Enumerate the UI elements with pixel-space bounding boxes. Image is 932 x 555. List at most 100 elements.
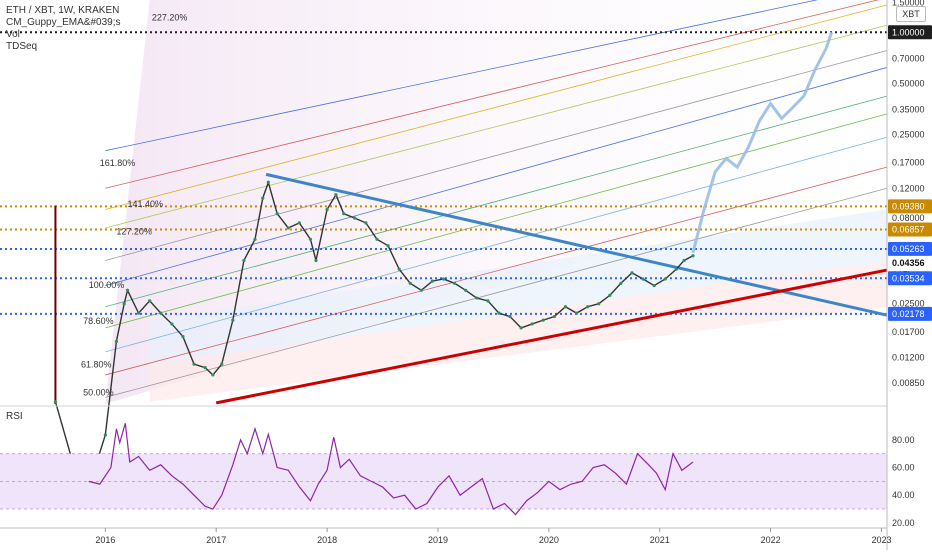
fan-line	[105, 24, 888, 229]
indicator-vol[interactable]: Vol	[6, 29, 20, 40]
price-point	[486, 299, 490, 303]
rsi-pane	[0, 405, 887, 516]
price-tick-label: 0.35000	[892, 105, 925, 115]
level-badge	[888, 241, 932, 256]
fib-label: 127.20%	[116, 227, 152, 237]
level-label: 0.03534	[892, 273, 925, 283]
price-point	[231, 318, 235, 322]
last-price-label: 0.04356	[892, 258, 925, 268]
indicator-guppy[interactable]: CM_Guppy_EMA&#039;s	[6, 17, 121, 28]
price-point	[53, 400, 58, 404]
fib-label: 61.80%	[81, 360, 112, 370]
price-point	[253, 237, 257, 241]
price-point	[125, 288, 130, 292]
level-label: 0.02178	[892, 309, 925, 319]
fan-line	[105, 4, 888, 210]
price-point	[574, 311, 579, 315]
price-point	[275, 212, 279, 216]
level-badge	[888, 25, 932, 40]
price-point	[663, 277, 667, 281]
price-tick-label: 0.50000	[892, 78, 925, 88]
price-point	[563, 305, 568, 309]
trendlines	[215, 172, 888, 405]
fan-line	[105, 0, 880, 189]
time-tick-label: 2019	[428, 535, 448, 545]
price-point	[597, 302, 601, 306]
projection-line	[691, 31, 833, 254]
price-point	[408, 281, 412, 285]
trendline	[215, 268, 888, 405]
fib-label: 141.40%	[128, 199, 164, 209]
price-tick-label: 1.50000	[892, 0, 925, 7]
price-point	[530, 322, 534, 326]
price-point	[308, 237, 313, 241]
price-tick-label: 0.02500	[892, 299, 925, 309]
rsi-line	[88, 423, 694, 516]
level-badge	[888, 222, 932, 237]
fib-labels: 227.20% 161.80% 141.40% 127.20% 100.00% 78.60…	[81, 13, 187, 398]
price-point	[261, 196, 265, 200]
rsi-tick-label: 60.00	[892, 463, 915, 473]
level-label: 1.00000	[892, 27, 925, 37]
price-point	[586, 305, 590, 309]
price-point	[114, 339, 119, 343]
price-point	[170, 322, 174, 326]
price-point	[325, 207, 329, 212]
price-point	[397, 267, 401, 271]
price-tick-label: 0.01700	[892, 327, 925, 337]
price-point	[159, 311, 163, 315]
time-tick-label: 2023	[871, 535, 891, 545]
price-point	[297, 221, 301, 225]
level-badge	[888, 271, 932, 286]
rsi-title: RSI	[6, 411, 23, 422]
rsi-tick-label: 80.00	[892, 435, 915, 445]
level-label: 0.06857	[892, 224, 925, 234]
currency-badge[interactable]: XBT	[896, 6, 926, 22]
symbol-title[interactable]: ETH / XBT, 1W, KRAKEN	[6, 5, 120, 16]
price-point	[674, 267, 678, 271]
price-point	[464, 288, 468, 292]
price-point	[619, 281, 623, 285]
price-tick-label: 0.17000	[892, 158, 925, 168]
fib-label: 161.80%	[100, 158, 136, 168]
price-point	[364, 221, 368, 225]
price-point	[441, 277, 446, 281]
time-tick-label: 2016	[95, 535, 115, 545]
last-price-box	[888, 255, 932, 270]
price-point	[353, 216, 357, 220]
price-tick-label: 0.70000	[892, 54, 925, 64]
price-point	[691, 254, 695, 258]
chart-legend: ETH / XBT, 1W, KRAKEN CM_Guppy_EMA&#039;…	[6, 5, 121, 53]
price-point	[148, 299, 152, 303]
fan-line	[105, 50, 888, 261]
time-tick-label: 2018	[317, 535, 337, 545]
level-label: 0.05263	[892, 244, 925, 254]
price-point	[122, 302, 126, 306]
price-point	[334, 193, 338, 197]
price-point	[386, 244, 390, 248]
time-tick-label: 2017	[206, 535, 226, 545]
fan-line	[105, 166, 888, 376]
fan-line	[105, 136, 888, 353]
price-point	[314, 258, 318, 263]
price-point	[541, 318, 545, 322]
time-axis: 2016 2017 2018 2019 2020 2021 2022 2023	[0, 527, 891, 545]
indicator-tdseq[interactable]: TDSeq	[6, 41, 38, 52]
fib-label: 227.20%	[152, 13, 188, 23]
price-point	[608, 293, 612, 297]
price-tick-label: 0.08000	[892, 213, 925, 223]
time-tick-label: 2021	[650, 535, 670, 545]
price-point	[211, 373, 215, 377]
level-label: 0.09380	[892, 201, 925, 211]
price-point	[136, 311, 141, 315]
price-tick-label: 0.25000	[892, 129, 925, 139]
price-point	[103, 433, 107, 437]
price-point	[242, 258, 246, 263]
fib-label: 100.00%	[89, 280, 125, 290]
time-tick-label: 2020	[539, 535, 559, 545]
price-point	[682, 258, 686, 263]
price-point	[419, 288, 423, 292]
price-point	[508, 314, 512, 319]
price-point	[181, 334, 185, 339]
price-point	[375, 237, 379, 241]
